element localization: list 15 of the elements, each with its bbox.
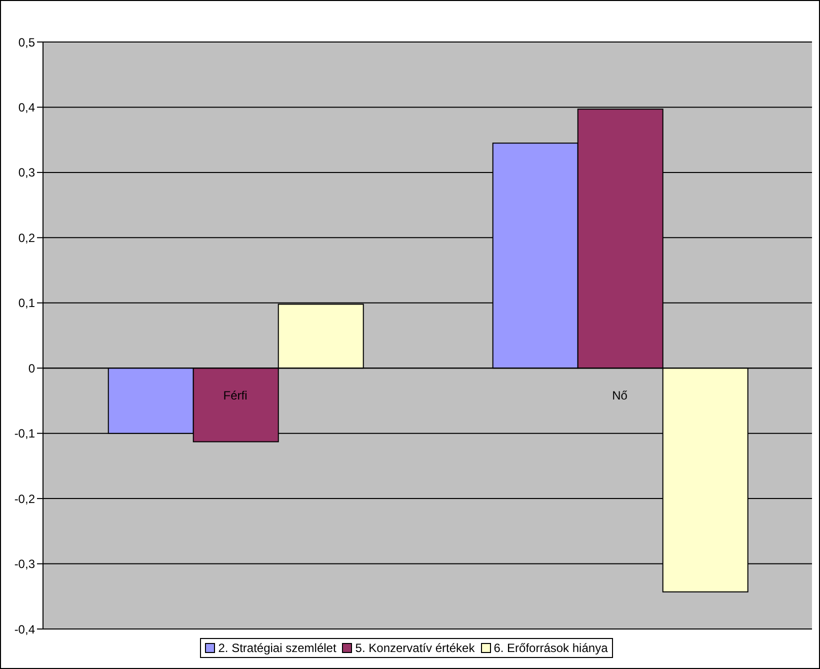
y-tick-label: 0,2 [18,230,36,245]
y-tick-label: 0,3 [18,166,36,180]
legend-label: 2. Stratégiai szemlélet [217,641,336,655]
legend-label: 6. Erőforrások hiánya [492,641,608,655]
y-tick-label: -0,4 [14,622,36,636]
legend-label: 5. Konzervatív értékek [354,641,475,655]
y-tick-label: 0,1 [18,296,36,310]
y-tick-label: 0 [28,361,36,376]
x-tick-label: Férfi [223,388,248,402]
y-tick-label: -0,2 [14,492,36,506]
x-tick-label: Nő [612,388,628,402]
y-tick-label: -0,1 [14,426,36,441]
y-tick-label: -0,3 [14,557,36,572]
y-tick-label: 0,5 [18,35,36,50]
y-tick-label: 0,4 [18,100,36,114]
